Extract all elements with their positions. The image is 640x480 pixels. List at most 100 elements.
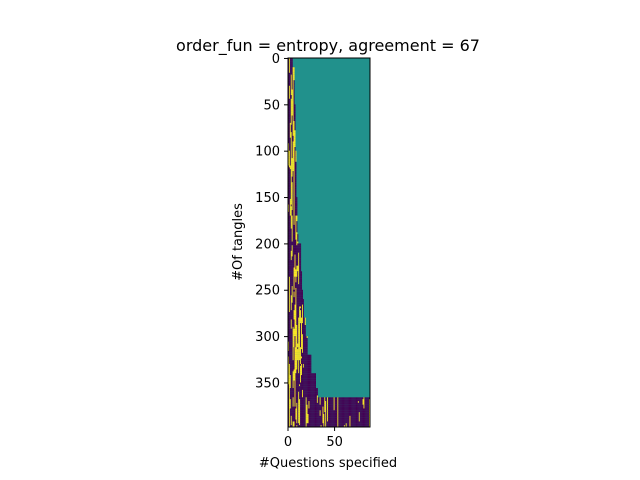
heatmap-cell	[299, 343, 301, 346]
heatmap-cell	[300, 352, 302, 355]
heatmap-cell	[327, 421, 329, 424]
heatmap-cell	[334, 425, 336, 428]
heatmap-cell	[301, 419, 303, 422]
heatmap-cell	[294, 213, 296, 216]
heatmap-cell	[337, 408, 339, 411]
heatmap-cell	[299, 271, 301, 274]
heatmap-cell	[318, 421, 320, 424]
heatmap-cell	[348, 410, 350, 413]
heatmap-cell	[295, 267, 297, 270]
heatmap-cell	[312, 406, 314, 409]
heatmap-cell	[337, 401, 339, 403]
heatmap-cell	[343, 408, 345, 411]
heatmap-cell	[311, 380, 313, 383]
heatmap-cell	[290, 117, 292, 120]
heatmap-cell	[295, 391, 297, 394]
heatmap-cell	[301, 291, 303, 294]
heatmap-cell	[301, 376, 303, 379]
heatmap-cell	[288, 250, 290, 253]
heatmap-cell	[337, 425, 339, 428]
heatmap-cell	[291, 65, 293, 68]
heatmap-cell	[307, 417, 309, 420]
heatmap-cell	[292, 297, 294, 300]
heatmap-cell	[311, 384, 313, 387]
heatmap-cell	[309, 410, 311, 413]
heatmap-cell	[291, 102, 293, 105]
heatmap-cell	[325, 419, 327, 422]
heatmap-cell	[296, 410, 298, 413]
heatmap-cell	[315, 378, 316, 381]
heatmap-cell	[307, 367, 309, 370]
heatmap-cell	[292, 187, 294, 190]
heatmap-cell	[292, 156, 294, 159]
heatmap-cell	[294, 425, 296, 428]
heatmap-cell	[316, 408, 318, 411]
heatmap-cell	[340, 423, 342, 426]
heatmap-cell	[295, 297, 297, 300]
heatmap-cell	[293, 156, 295, 159]
heatmap-cell	[350, 397, 352, 400]
heatmap-cell	[309, 365, 311, 368]
heatmap-cell	[308, 358, 310, 361]
heatmap-cell	[357, 406, 359, 409]
heatmap-cell	[340, 401, 342, 403]
heatmap-cell	[297, 284, 299, 287]
heatmap-cell	[293, 161, 295, 164]
heatmap-cell	[290, 195, 292, 198]
heatmap-cell	[358, 410, 360, 413]
heatmap-row	[288, 421, 371, 424]
heatmap-cell	[311, 373, 313, 376]
heatmap-cell	[293, 210, 295, 212]
heatmap-cell	[292, 117, 294, 120]
heatmap-row	[288, 397, 371, 400]
heatmap-cell	[342, 423, 344, 426]
heatmap-cell	[358, 417, 360, 420]
heatmap-cell	[304, 404, 306, 407]
heatmap-cell	[288, 356, 290, 359]
heatmap-cell	[334, 421, 336, 424]
heatmap-cell	[334, 419, 336, 422]
heatmap-cell	[290, 286, 292, 288]
heatmap-cell	[292, 343, 294, 346]
heatmap-cell	[288, 371, 290, 374]
heatmap-cell	[368, 401, 370, 403]
heatmap-cell	[291, 391, 293, 394]
heatmap-cell	[297, 362, 299, 364]
heatmap-cell	[289, 293, 291, 296]
heatmap-cell	[296, 375, 298, 377]
heatmap-cell	[297, 354, 299, 357]
heatmap-cell	[348, 415, 350, 418]
heatmap-cell	[338, 421, 340, 424]
heatmap-cell	[295, 410, 297, 413]
heatmap-cell	[288, 373, 290, 376]
heatmap-cell	[299, 247, 301, 250]
heatmap-cell	[299, 326, 301, 329]
heatmap-cell	[291, 263, 293, 266]
heatmap-cell	[288, 330, 290, 333]
heatmap-cell	[335, 421, 337, 424]
heatmap-cell	[296, 362, 298, 364]
heatmap-cell	[328, 414, 330, 416]
heatmap-row	[288, 306, 304, 309]
heatmap-cell	[357, 423, 359, 426]
heatmap-cell	[301, 347, 303, 350]
heatmap-cell	[363, 414, 365, 416]
heatmap-cell	[290, 234, 292, 237]
heatmap-row	[288, 312, 304, 314]
heatmap-cell	[295, 417, 297, 420]
heatmap-cell	[291, 191, 293, 194]
heatmap-row	[288, 317, 306, 320]
heatmap-cell	[296, 339, 298, 342]
heatmap-cell	[290, 241, 292, 244]
heatmap-cell	[288, 399, 290, 402]
heatmap-cell	[306, 358, 308, 361]
heatmap-cell	[304, 397, 306, 400]
heatmap-cell	[294, 226, 296, 229]
heatmap-cell	[297, 395, 299, 398]
heatmap-cell	[296, 330, 298, 333]
heatmap-cell	[296, 365, 298, 368]
heatmap-cell	[294, 276, 296, 279]
heatmap-cell	[367, 401, 369, 403]
heatmap-cell	[300, 299, 302, 301]
heatmap-cell	[297, 302, 299, 305]
